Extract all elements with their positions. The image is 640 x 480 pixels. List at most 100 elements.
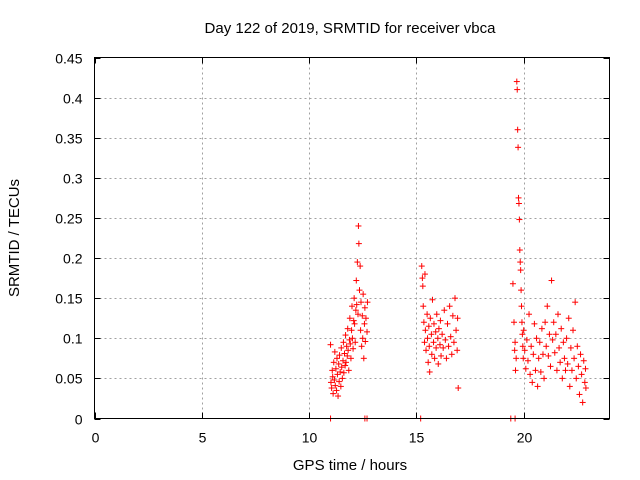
data-point	[541, 375, 548, 382]
data-point	[430, 339, 437, 346]
data-point	[434, 335, 441, 342]
data-point	[347, 340, 354, 347]
data-point	[333, 387, 340, 394]
data-point	[360, 355, 367, 362]
data-point	[360, 291, 367, 298]
data-point	[511, 319, 518, 326]
plot-frame	[94, 57, 610, 419]
data-point	[337, 368, 344, 375]
data-point	[548, 277, 555, 284]
data-point	[553, 367, 560, 374]
data-point	[564, 360, 571, 367]
data-point	[575, 363, 582, 370]
data-point	[361, 304, 368, 311]
data-point	[355, 240, 362, 247]
data-point	[561, 355, 568, 362]
data-point	[572, 299, 579, 306]
data-point	[340, 339, 347, 346]
data-points	[327, 78, 589, 422]
data-point	[331, 376, 338, 383]
data-point	[511, 347, 518, 354]
y-tick-label: 0	[75, 412, 83, 428]
data-point	[425, 323, 432, 330]
data-point	[455, 385, 462, 392]
data-point	[522, 365, 529, 372]
data-point	[555, 311, 561, 318]
data-point	[441, 307, 448, 314]
data-point	[348, 327, 355, 334]
data-point	[420, 319, 427, 326]
data-point	[340, 369, 347, 376]
grid	[94, 57, 610, 419]
data-point	[534, 383, 541, 390]
data-point	[512, 339, 519, 346]
data-point	[577, 351, 584, 358]
data-point	[549, 336, 556, 343]
data-point	[426, 343, 433, 350]
data-point	[423, 347, 430, 354]
data-point	[582, 385, 589, 392]
data-point	[545, 352, 552, 359]
data-point	[580, 357, 587, 364]
data-point	[509, 280, 516, 287]
data-point	[433, 311, 440, 318]
data-point	[565, 315, 572, 322]
data-point	[523, 336, 530, 343]
data-point	[526, 311, 533, 318]
data-point	[524, 357, 531, 364]
data-point	[559, 375, 566, 382]
data-point	[544, 303, 551, 310]
chart-title: Day 122 of 2019, SRMTID for receiver vbc…	[205, 20, 497, 37]
x-tick-label: 10	[302, 430, 318, 446]
data-point	[563, 335, 570, 342]
data-point	[426, 368, 433, 375]
data-point	[528, 343, 535, 350]
data-point	[356, 287, 363, 294]
data-point	[536, 339, 543, 346]
data-point	[428, 351, 435, 358]
data-point	[520, 327, 527, 334]
data-point	[552, 331, 559, 338]
data-point	[343, 343, 350, 350]
data-point	[344, 352, 351, 359]
data-point	[453, 327, 460, 334]
data-point	[361, 320, 368, 327]
data-point	[539, 351, 546, 358]
data-point	[521, 347, 528, 354]
data-point	[518, 287, 525, 294]
data-point	[514, 126, 521, 133]
data-point	[328, 385, 335, 392]
data-point	[444, 320, 451, 327]
data-point	[346, 336, 353, 343]
data-point	[329, 373, 336, 380]
y-tick-label: 0.05	[55, 371, 82, 387]
data-point	[359, 312, 366, 319]
data-point	[449, 312, 456, 319]
data-point	[560, 339, 567, 346]
data-point	[513, 78, 520, 85]
data-point	[420, 303, 427, 310]
y-tick-label: 0.2	[63, 251, 83, 267]
data-point	[344, 325, 351, 332]
data-point	[357, 263, 364, 270]
data-point	[532, 367, 539, 374]
data-point	[336, 352, 343, 359]
data-point	[438, 352, 445, 359]
data-point	[330, 390, 337, 397]
y-tick-label: 0.45	[55, 51, 82, 67]
data-point	[352, 307, 359, 314]
data-point	[542, 319, 549, 326]
data-point	[425, 359, 432, 366]
data-point	[364, 328, 371, 335]
data-point	[355, 311, 362, 318]
data-point	[435, 325, 442, 332]
data-point	[515, 194, 522, 201]
data-point	[337, 383, 344, 390]
data-point	[327, 379, 334, 386]
data-point	[424, 311, 431, 318]
data-point	[551, 349, 558, 356]
data-point	[581, 379, 588, 386]
data-point	[327, 341, 334, 348]
data-point	[515, 200, 522, 207]
y-tick-label: 0.3	[63, 171, 83, 187]
